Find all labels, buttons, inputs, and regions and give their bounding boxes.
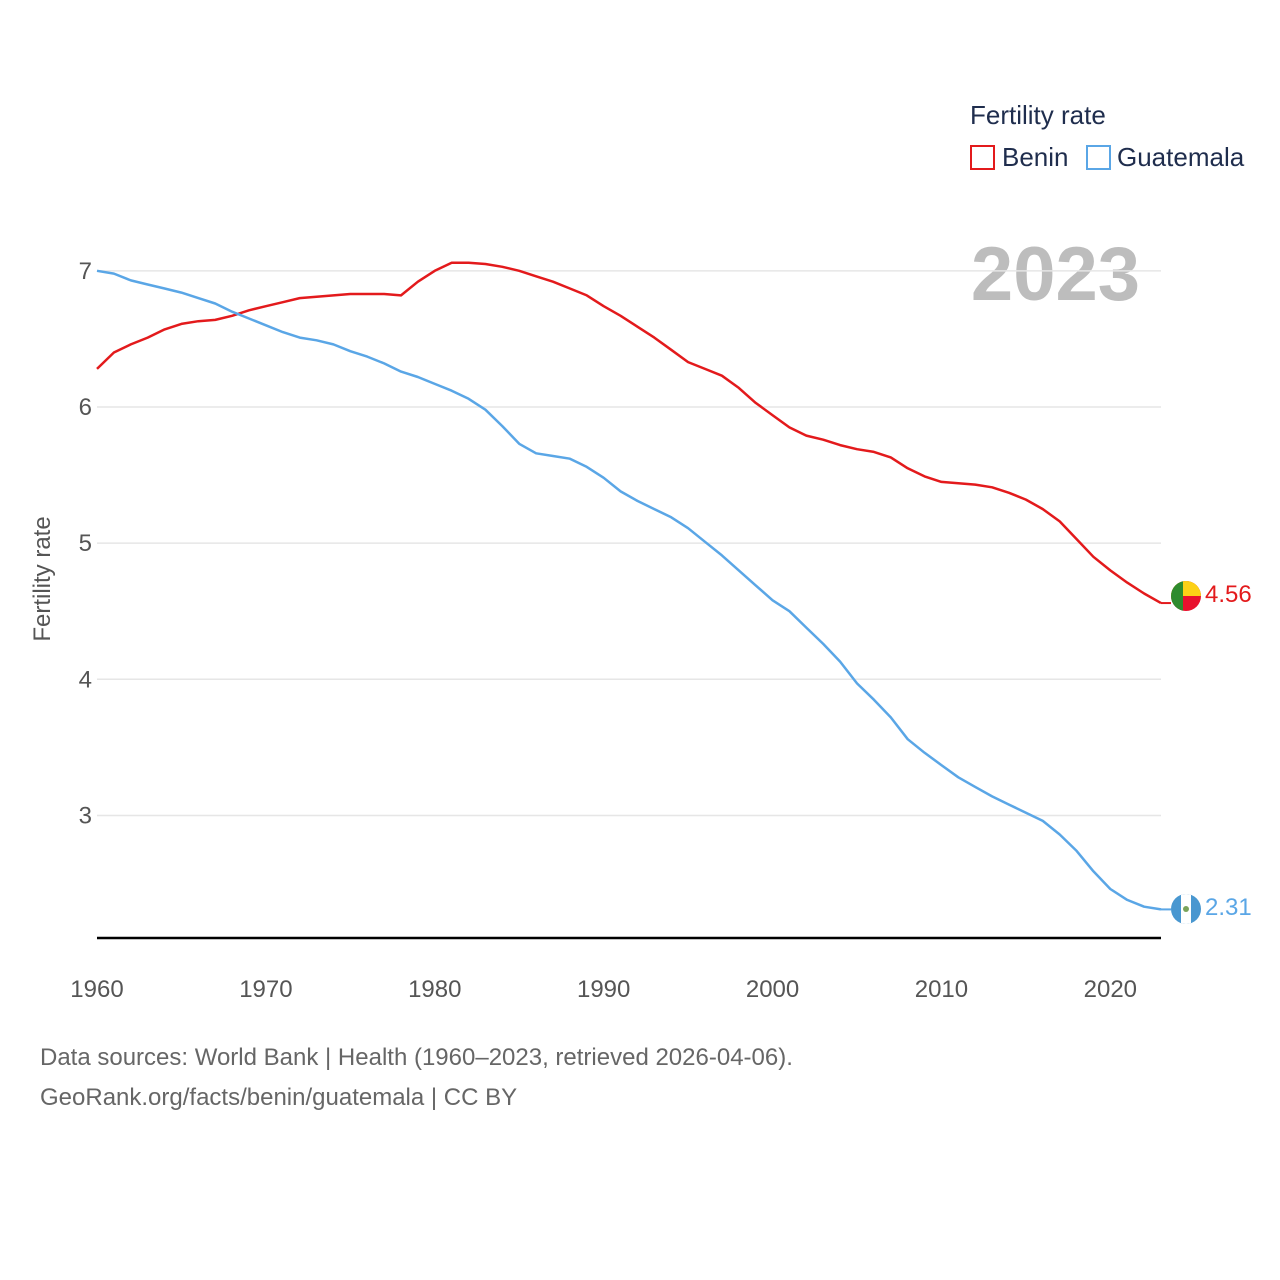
end-value-benin: 4.56 [1205, 581, 1252, 608]
x-tick-label: 1960 [70, 976, 123, 1003]
x-axis-ticks: 1960 1970 1980 1990 2000 2010 2020 [70, 976, 1137, 1003]
y-tick-label: 4 [79, 666, 92, 693]
y-tick-label: 3 [79, 802, 92, 829]
end-markers: 4.56 2.31 [1171, 581, 1252, 924]
x-tick-label: 2020 [1084, 976, 1137, 1003]
y-tick-label: 6 [79, 394, 92, 421]
series-lines [96, 261, 1171, 911]
y-tick-label: 7 [79, 258, 92, 285]
x-tick-label: 1980 [408, 976, 461, 1003]
x-tick-label: 2000 [746, 976, 799, 1003]
y-axis-title: Fertility rate [29, 516, 56, 641]
end-value-guatemala: 2.31 [1205, 894, 1252, 921]
x-tick-label: 2010 [915, 976, 968, 1003]
x-tick-label: 1990 [577, 976, 630, 1003]
legend-title: Fertility rate [970, 100, 1106, 130]
grid [97, 270, 1161, 817]
year-label: 2023 [971, 232, 1140, 317]
legend-swatch-benin[interactable] [970, 145, 995, 170]
footer-source: Data sources: World Bank | Health (1960–… [40, 1044, 793, 1071]
series-line-benin[interactable] [96, 261, 1162, 605]
legend-swatch-guatemala[interactable] [1086, 145, 1111, 170]
y-axis-ticks: 3 4 5 6 7 [79, 258, 92, 830]
legend-label-benin[interactable]: Benin [1002, 142, 1069, 172]
legend: Fertility rate Benin Guatemala [970, 100, 1245, 172]
legend-label-guatemala[interactable]: Guatemala [1117, 142, 1245, 172]
benin-flag-icon [1171, 581, 1201, 611]
x-tick-label: 1970 [239, 976, 292, 1003]
y-tick-label: 5 [79, 530, 92, 557]
series-line-guatemala[interactable] [96, 269, 1162, 911]
guatemala-flag-icon [1171, 894, 1201, 924]
footer-attribution[interactable]: GeoRank.org/facts/benin/guatemala | CC B… [40, 1084, 518, 1111]
